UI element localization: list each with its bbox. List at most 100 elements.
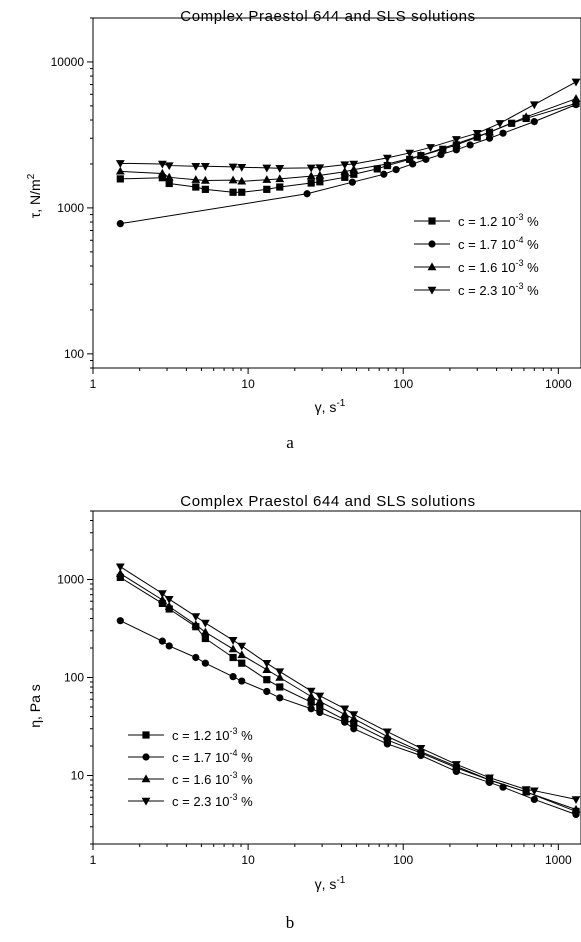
series-square bbox=[116, 99, 580, 196]
legend-label: c = 1.7 10-4 % bbox=[458, 235, 539, 252]
series-triangle-down bbox=[115, 563, 581, 805]
data-point-triangle-down bbox=[340, 705, 350, 714]
data-point-triangle-up bbox=[340, 167, 350, 175]
data-point-triangle-down bbox=[416, 744, 426, 753]
chart-b-title: Complex Praestol 644 and SLS solutions bbox=[180, 493, 475, 510]
data-point-triangle-down bbox=[382, 154, 392, 163]
data-point-square bbox=[229, 653, 237, 662]
data-point-circle bbox=[116, 617, 124, 625]
data-point-triangle-up bbox=[191, 175, 201, 183]
chart-a-x-axis-label: γ, s-1 bbox=[315, 398, 346, 415]
data-point-triangle-down bbox=[382, 728, 392, 737]
data-point-square bbox=[350, 170, 358, 178]
data-point-square bbox=[406, 155, 414, 163]
data-point-triangle-down bbox=[315, 164, 325, 173]
legend-entry: c = 1.2 10-3 % bbox=[414, 212, 539, 229]
chart-a-shear-stress: Complex Praestol 644 and SLS solutions 1… bbox=[26, 8, 581, 452]
data-point-triangle-down bbox=[349, 711, 359, 720]
data-point-triangle-down bbox=[529, 787, 539, 796]
chart-a-legend: c = 1.2 10-3 % c = 1.7 10-4 % c = 1.6 10-3… bbox=[414, 212, 539, 298]
chart-a-frame bbox=[92, 17, 581, 369]
data-point-triangle-up bbox=[306, 691, 316, 700]
data-point-triangle-down bbox=[495, 120, 505, 128]
data-point-triangle-up bbox=[262, 175, 272, 183]
data-point-triangle-down bbox=[191, 163, 201, 171]
data-point-square bbox=[158, 174, 166, 182]
data-point-triangle-down bbox=[571, 78, 581, 87]
data-point-triangle-down bbox=[275, 668, 285, 677]
data-point-square bbox=[238, 188, 246, 196]
data-point-triangle-down bbox=[529, 101, 539, 110]
x-tick-label: 1000 bbox=[545, 853, 572, 867]
legend-entry: c = 2.3 10-3 % bbox=[128, 792, 253, 809]
data-point-circle bbox=[383, 740, 391, 748]
data-point-triangle-up bbox=[275, 174, 285, 183]
legend-label: c = 2.3 10-3 % bbox=[172, 792, 253, 809]
legend-entry: c = 1.7 10-4 % bbox=[414, 235, 539, 252]
data-point-triangle-down bbox=[306, 687, 316, 696]
data-point-square bbox=[439, 145, 447, 153]
data-point-square bbox=[201, 185, 209, 193]
data-point-triangle-up bbox=[164, 601, 174, 610]
data-point-circle bbox=[572, 101, 580, 109]
data-point-square bbox=[383, 736, 391, 744]
data-point-triangle-up bbox=[571, 94, 581, 102]
data-point-circle bbox=[530, 118, 538, 126]
data-point-square bbox=[316, 178, 324, 186]
data-point-circle bbox=[303, 190, 311, 198]
x-tick-label: 10 bbox=[241, 853, 255, 867]
chart-a-plot-area: 1 10 100 1000 100 1000 10000 bbox=[51, 17, 581, 391]
legend-marker bbox=[428, 240, 436, 248]
data-point-triangle-down bbox=[451, 761, 461, 769]
data-point-circle bbox=[229, 673, 237, 681]
data-point-triangle-down bbox=[306, 164, 316, 173]
data-point-circle bbox=[158, 637, 166, 645]
svg-text:τ, N/m2: τ, N/m2 bbox=[26, 173, 43, 218]
legend-entry: c = 2.3 10-3 % bbox=[414, 281, 539, 298]
data-point-triangle-down bbox=[228, 637, 238, 645]
data-point-triangle-down bbox=[115, 563, 125, 572]
data-point-triangle-up bbox=[200, 627, 210, 636]
legend-marker bbox=[428, 217, 436, 225]
legend-label: c = 1.2 10-3 % bbox=[172, 726, 253, 743]
series-circle bbox=[116, 617, 580, 819]
chart-b-x-axis-label: γ, s-1 bbox=[315, 875, 346, 892]
data-point-triangle-up bbox=[237, 176, 247, 185]
data-point-circle bbox=[276, 694, 284, 702]
data-point-triangle-down bbox=[200, 163, 210, 171]
data-point-circle bbox=[165, 642, 173, 650]
data-point-triangle-up bbox=[485, 127, 494, 136]
legend-label: c = 1.2 10-3 % bbox=[458, 212, 539, 229]
data-point-square bbox=[350, 719, 358, 728]
data-point-triangle-down bbox=[237, 642, 247, 651]
legend-marker bbox=[142, 731, 150, 739]
data-point-circle bbox=[341, 718, 349, 726]
legend-marker bbox=[427, 286, 437, 295]
data-point-circle bbox=[263, 687, 271, 696]
y-tick-label: 100 bbox=[64, 671, 84, 685]
legend-label: c = 1.7 10-4 % bbox=[172, 748, 253, 765]
data-point-triangle-down bbox=[157, 160, 167, 169]
data-point-circle bbox=[380, 170, 388, 178]
data-point-triangle-down bbox=[115, 160, 125, 168]
data-point-triangle-down bbox=[349, 160, 359, 169]
data-point-triangle-down bbox=[340, 161, 350, 170]
data-point-triangle-up bbox=[115, 568, 125, 577]
data-point-triangle-down bbox=[200, 619, 210, 628]
data-point-circle bbox=[238, 677, 246, 685]
data-point-square bbox=[158, 599, 166, 608]
data-point-circle bbox=[201, 659, 209, 667]
data-point-triangle-down bbox=[262, 164, 272, 173]
data-point-triangle-up bbox=[262, 665, 272, 673]
data-point-triangle-down bbox=[472, 129, 482, 138]
data-point-triangle-up bbox=[306, 171, 316, 180]
data-point-triangle-down bbox=[262, 659, 272, 668]
data-point-triangle-up bbox=[315, 696, 325, 705]
data-point-circle bbox=[348, 178, 356, 186]
data-point-circle bbox=[192, 653, 200, 662]
data-point-triangle-up bbox=[200, 175, 210, 184]
chart-b-viscosity: Complex Praestol 644 and SLS solutions 1… bbox=[27, 493, 581, 932]
data-point-triangle-up bbox=[157, 595, 167, 604]
data-point-triangle-down bbox=[275, 165, 285, 173]
data-point-square bbox=[165, 179, 173, 188]
